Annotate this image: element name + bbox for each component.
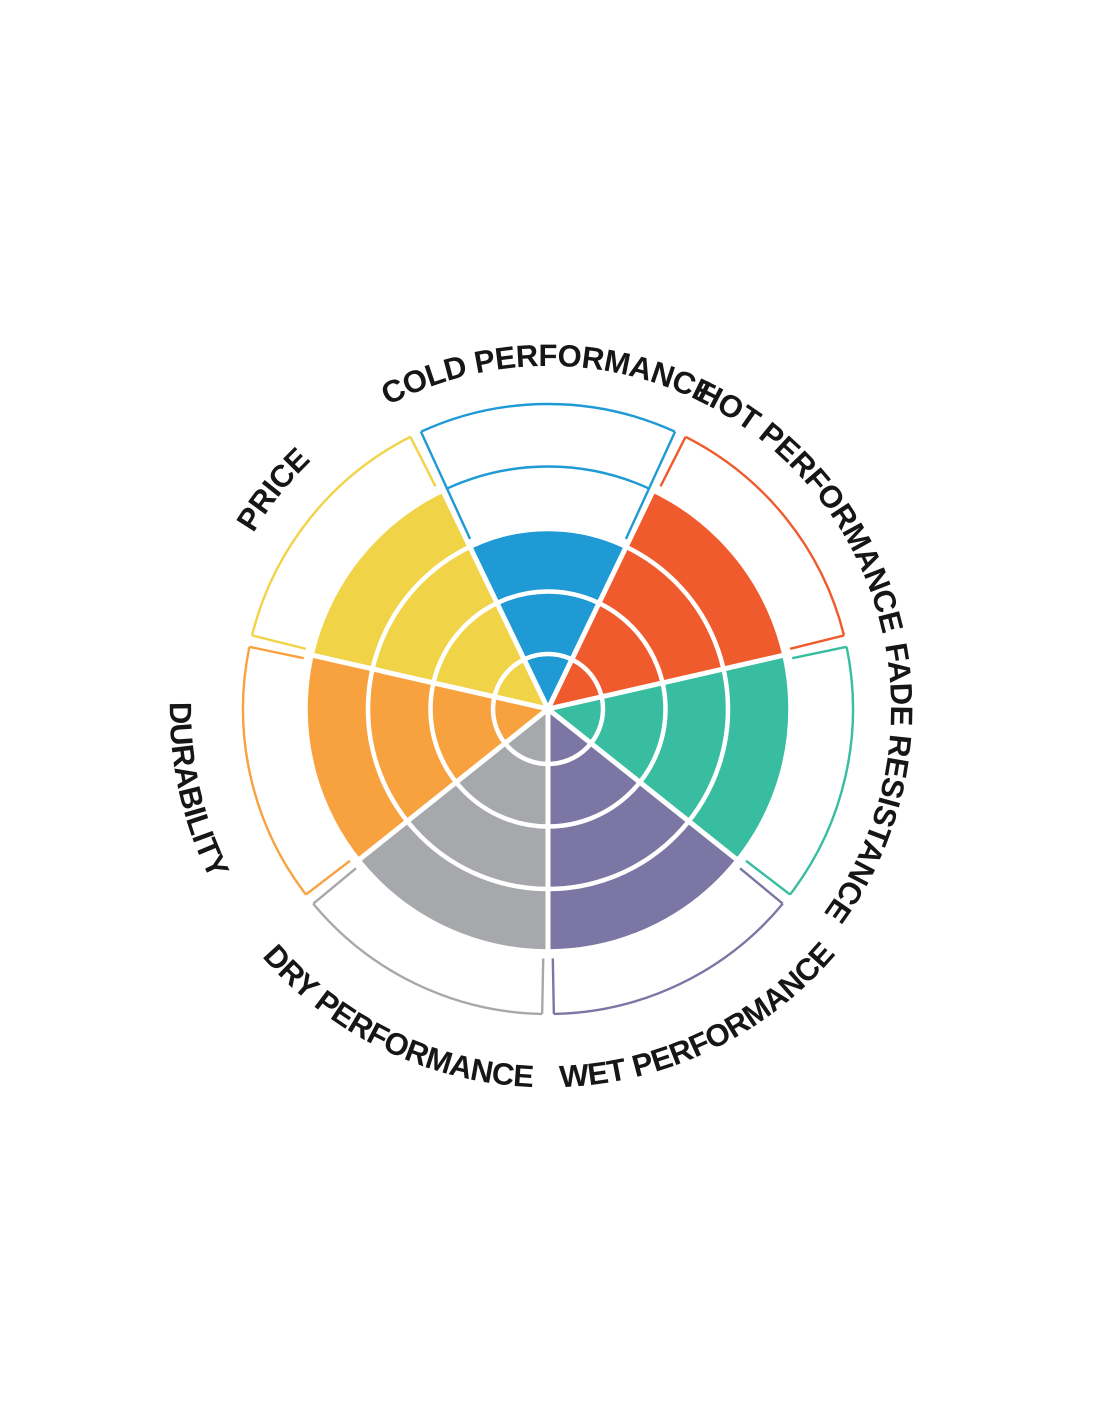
label-fade-resistance: FADE RESISTANCE [818,640,919,929]
sector-separator [305,651,549,712]
sector-outline-cold-performance [419,402,677,540]
svg-text:PRICE: PRICE [230,441,316,537]
sector-separator [438,484,551,711]
sector-outline-durability [241,645,351,896]
wheel-sectors [241,402,855,1016]
sector-separator [547,651,791,712]
svg-text:DRY PERFORMANCE: DRY PERFORMANCE [257,938,535,1094]
sector-fill-wet-performance [548,709,738,952]
svg-text:COLD PERFORMANCE: COLD PERFORMANCE [376,338,721,412]
sector-outline-wet-performance [551,867,784,1016]
label-wet-performance: WET PERFORMANCE [558,936,841,1095]
label-price: PRICE [230,441,317,537]
sector-separator [545,484,658,711]
sector-separator [546,707,744,866]
sector-fill-cold-performance [469,529,627,709]
sector-fill-dry-performance [358,709,548,952]
sector-separator [352,707,550,866]
sector-outline-hot-performance [659,435,846,650]
sector-outline-price [250,435,437,650]
label-cold-performance: COLD PERFORMANCE [376,338,721,412]
label-dry-performance: DRY PERFORMANCE [257,938,536,1094]
svg-text:FADE RESISTANCE: FADE RESISTANCE [818,640,919,929]
svg-text:DURABILITY: DURABILITY [163,702,236,883]
label-durability: DURABILITY [163,702,236,883]
sector-outline-dry-performance [312,867,545,1016]
sector-outline-fade-resistance [745,645,855,896]
svg-text:WET PERFORMANCE: WET PERFORMANCE [558,936,841,1095]
